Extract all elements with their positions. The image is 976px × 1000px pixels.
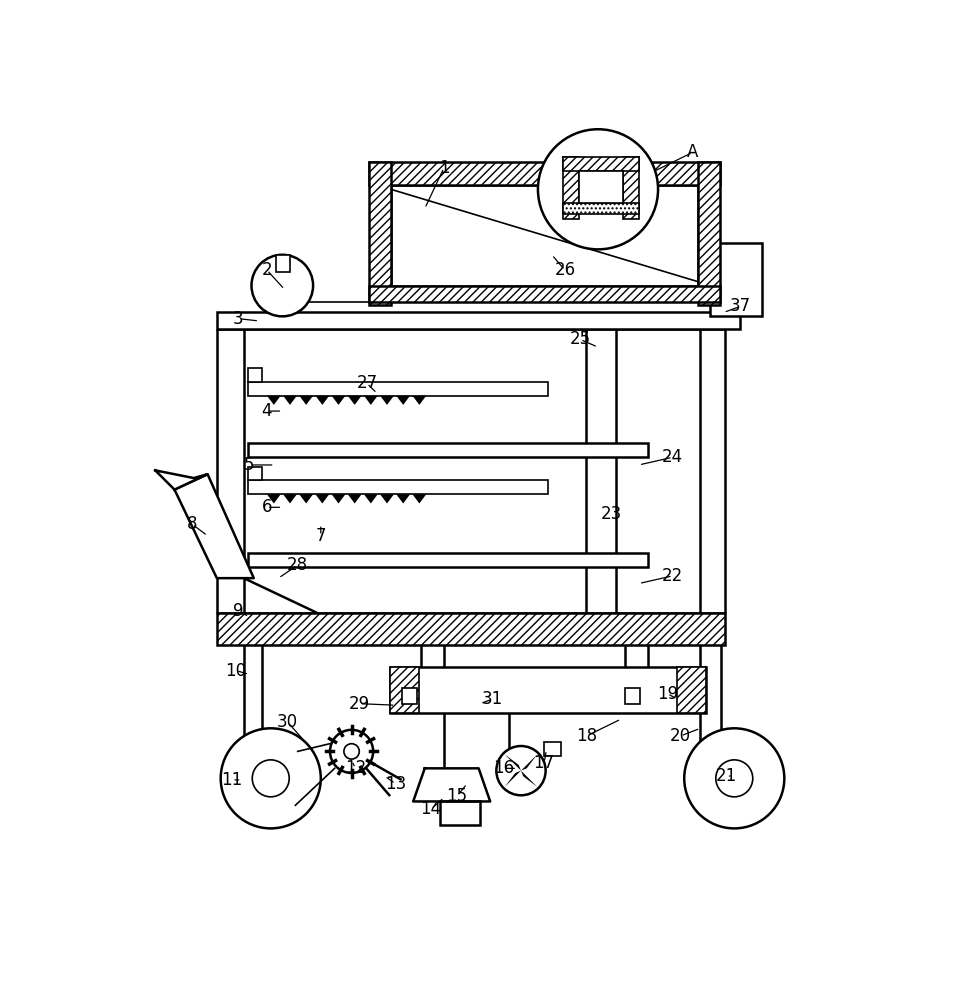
Text: 2: 2 [262,261,272,279]
Text: 22: 22 [662,567,683,585]
Polygon shape [380,494,394,503]
Polygon shape [413,768,490,801]
Text: 24: 24 [662,448,683,466]
Polygon shape [283,494,297,503]
Text: 9: 9 [233,602,244,620]
Polygon shape [364,396,378,405]
Circle shape [252,760,289,797]
Polygon shape [315,494,329,503]
Polygon shape [266,494,281,503]
Text: A: A [687,143,699,161]
Bar [390,667,706,713]
Circle shape [344,744,359,759]
Polygon shape [283,396,297,405]
Polygon shape [332,396,346,405]
Text: 7: 7 [315,527,326,545]
Bar [544,742,561,756]
Polygon shape [413,396,427,405]
Polygon shape [266,396,281,405]
Bar [276,255,290,272]
Bar [217,312,741,329]
Text: 16: 16 [493,759,513,777]
Bar [563,203,639,214]
Text: 17: 17 [534,754,554,772]
Text: 30: 30 [277,713,299,731]
Circle shape [221,728,321,828]
Bar [369,162,390,305]
Text: 23: 23 [600,505,622,523]
Text: 19: 19 [657,685,678,703]
Polygon shape [505,754,521,771]
Text: 10: 10 [225,662,247,680]
Bar [563,157,639,171]
Polygon shape [175,474,254,578]
Bar [390,667,420,713]
Circle shape [684,728,785,828]
Polygon shape [396,396,410,405]
Text: 20: 20 [670,727,691,745]
Polygon shape [521,754,538,771]
Text: 3: 3 [233,310,244,328]
Polygon shape [364,494,378,503]
Bar [248,382,548,396]
Circle shape [252,255,313,316]
Bar [676,667,706,713]
Bar [248,368,262,382]
Bar [710,243,762,316]
Text: 4: 4 [262,402,272,420]
Bar [563,157,579,219]
Circle shape [538,129,658,249]
Text: 5: 5 [244,456,255,474]
Bar [625,688,640,704]
Text: 26: 26 [554,261,576,279]
Text: 11: 11 [222,771,243,789]
Text: 6: 6 [262,498,272,516]
Text: 25: 25 [570,330,590,348]
Polygon shape [347,396,361,405]
Text: 8: 8 [187,515,197,533]
Polygon shape [300,494,313,503]
Bar [579,171,624,203]
Bar [248,553,648,567]
Polygon shape [347,494,361,503]
Bar [248,480,548,494]
Bar [402,688,417,704]
Circle shape [330,730,373,773]
Polygon shape [300,396,313,405]
Polygon shape [413,494,427,503]
Text: 29: 29 [348,695,370,713]
Polygon shape [332,494,346,503]
Polygon shape [380,396,394,405]
Bar [698,162,719,305]
Polygon shape [521,771,538,787]
Bar [248,443,648,457]
Bar [624,157,639,219]
Bar [248,466,262,480]
Text: 1: 1 [438,159,449,177]
Text: 28: 28 [287,556,308,574]
Text: 37: 37 [730,297,751,315]
Bar [217,613,725,645]
Text: 15: 15 [446,787,468,805]
Bar [369,162,719,185]
Circle shape [497,746,546,795]
Text: 18: 18 [576,727,597,745]
Text: 21: 21 [716,767,737,785]
Bar [440,801,480,825]
Polygon shape [505,771,521,787]
Text: 13: 13 [385,775,406,793]
Text: 31: 31 [482,690,503,708]
Polygon shape [155,470,208,490]
Bar [369,286,719,302]
Text: 27: 27 [356,374,378,392]
Polygon shape [315,396,329,405]
Text: 12: 12 [345,759,366,777]
Circle shape [715,760,752,797]
Polygon shape [396,494,410,503]
Bar [390,185,698,286]
Text: 14: 14 [421,800,441,818]
